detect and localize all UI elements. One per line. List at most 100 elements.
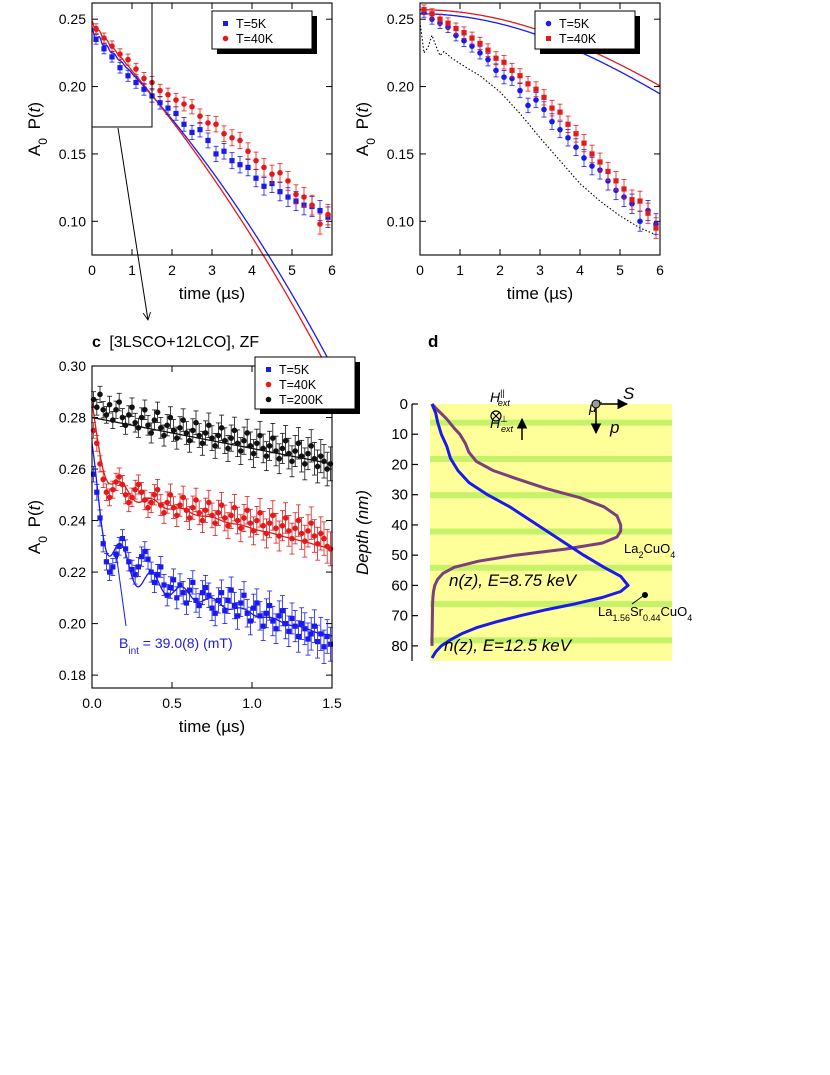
data-point-T=5K: [109, 54, 115, 60]
data-point-T=40K: [637, 198, 643, 204]
data-point-T=5K: [299, 621, 305, 627]
data-point-T=200K: [212, 443, 218, 449]
data-point-T=200K: [151, 417, 158, 423]
data-point-T=200K: [311, 455, 318, 462]
data-point-T=5K: [177, 582, 183, 588]
data-point-T=200K: [135, 425, 142, 431]
data-point-T=40K: [253, 157, 259, 164]
zoom-arrow: [117, 127, 148, 320]
data-point-T=200K: [158, 425, 164, 431]
data-point-T=200K: [154, 409, 161, 416]
data-point-T=40K: [135, 481, 142, 488]
data-point-T=200K: [193, 419, 199, 426]
data-point-T=200K: [225, 445, 231, 452]
data-point-T=40K: [250, 528, 257, 534]
data-point-T=40K: [573, 131, 579, 137]
data-point-T=40K: [122, 492, 129, 498]
data-point-T=200K: [308, 443, 315, 449]
data-point-T=40K: [244, 507, 250, 514]
lco-layer-stripe: [430, 455, 672, 462]
data-point-T=200K: [292, 448, 299, 454]
data-point-T=5K: [133, 79, 139, 86]
data-point-T=40K: [273, 525, 279, 532]
data-point-T=5K: [295, 633, 301, 640]
profile-8-75kev: [430, 402, 623, 646]
legend-label-T=40K: T=40K: [236, 32, 274, 46]
data-point-T=200K: [167, 414, 174, 421]
field-into-page-icon: [490, 410, 502, 422]
data-point-T=5K: [461, 37, 467, 44]
depth-tick-label: 0: [400, 396, 408, 413]
depth-tick-label: 80: [391, 638, 408, 655]
data-point-T=200K: [116, 399, 122, 405]
data-point-T=5K: [180, 590, 186, 596]
data-point-T=5K: [155, 572, 161, 578]
data-point-T=40K: [311, 533, 318, 539]
data-point-T=40K: [209, 512, 215, 519]
data-point-T=40K: [302, 538, 308, 544]
panel-c-heading: c [3LSCO+12LCO], ZF: [92, 334, 259, 351]
data-point-T=40K: [103, 489, 110, 496]
panel-c-letter: c: [92, 334, 101, 351]
data-point-T=40K: [237, 137, 243, 144]
data-point-T=200K: [148, 430, 154, 436]
data-point-T=5K: [308, 631, 314, 637]
plot-frame: [91, 365, 333, 689]
spin-label: S: [623, 384, 635, 403]
data-point-T=5K: [286, 628, 292, 634]
data-point-T=5K: [219, 590, 225, 596]
data-point-T=5K: [164, 592, 170, 598]
y-tick-label: 0.30: [59, 358, 86, 374]
legend-marker: [265, 396, 272, 403]
data-point-T=40K: [266, 520, 273, 526]
data-point-T=5K: [117, 65, 123, 71]
data-point-T=40K: [277, 169, 283, 176]
y-axis-label: A0 P(t): [353, 102, 378, 156]
data-point-T=5K: [100, 541, 106, 547]
data-point-T=40K: [279, 522, 286, 529]
x-axis-label: time (µs): [507, 284, 573, 303]
data-point-T=5K: [517, 87, 523, 94]
data-point-T=40K: [269, 171, 275, 177]
data-point-T=40K: [215, 510, 222, 516]
data-point-T=5K: [501, 74, 507, 80]
data-point-T=200K: [122, 422, 129, 429]
profile-label-8-75kev: n(z), E=8.75 keV: [449, 571, 578, 590]
data-point-T=5K: [167, 584, 173, 591]
data-point-T=5K: [327, 641, 333, 647]
data-point-T=200K: [279, 445, 286, 452]
muon-icon: [591, 399, 601, 409]
data-point-T=200K: [260, 445, 267, 452]
x-tick-label: 0: [416, 262, 424, 278]
data-point-T=40K: [525, 81, 531, 87]
data-point-T=5K: [245, 164, 251, 171]
data-point-T=40K: [253, 517, 260, 524]
data-point-T=200K: [318, 453, 324, 459]
data-point-T=40K: [110, 486, 116, 493]
data-point-T=40K: [549, 105, 555, 111]
data-point-T=200K: [164, 422, 170, 429]
data-point-T=200K: [97, 391, 103, 398]
data-point-T=5K: [270, 618, 276, 624]
data-point-T=40K: [581, 140, 587, 146]
data-point-T=5K: [91, 471, 97, 477]
y-tick-label: 0.15: [387, 146, 414, 162]
data-point-T=5K: [302, 626, 308, 632]
data-point-T=5K: [241, 592, 247, 598]
data-point-T=40K: [613, 178, 619, 184]
data-point-T=200K: [228, 435, 234, 441]
data-point-T=5K: [225, 597, 231, 604]
lsco-pointer-dot: [642, 592, 648, 598]
data-point-T=40K: [148, 499, 154, 506]
data-point-T=200K: [218, 425, 225, 431]
legend-marker: [223, 21, 228, 26]
profile-12-5kev: [430, 403, 630, 659]
data-point-T=40K: [138, 489, 145, 496]
panel-c-title: [3LSCO+12LCO], ZF: [109, 334, 259, 351]
data-point-T=5K: [235, 613, 241, 619]
data-point-T=40K: [158, 502, 164, 508]
data-point-T=40K: [429, 11, 435, 17]
data-point-T=200K: [244, 430, 250, 436]
data-point-T=200K: [302, 461, 308, 467]
